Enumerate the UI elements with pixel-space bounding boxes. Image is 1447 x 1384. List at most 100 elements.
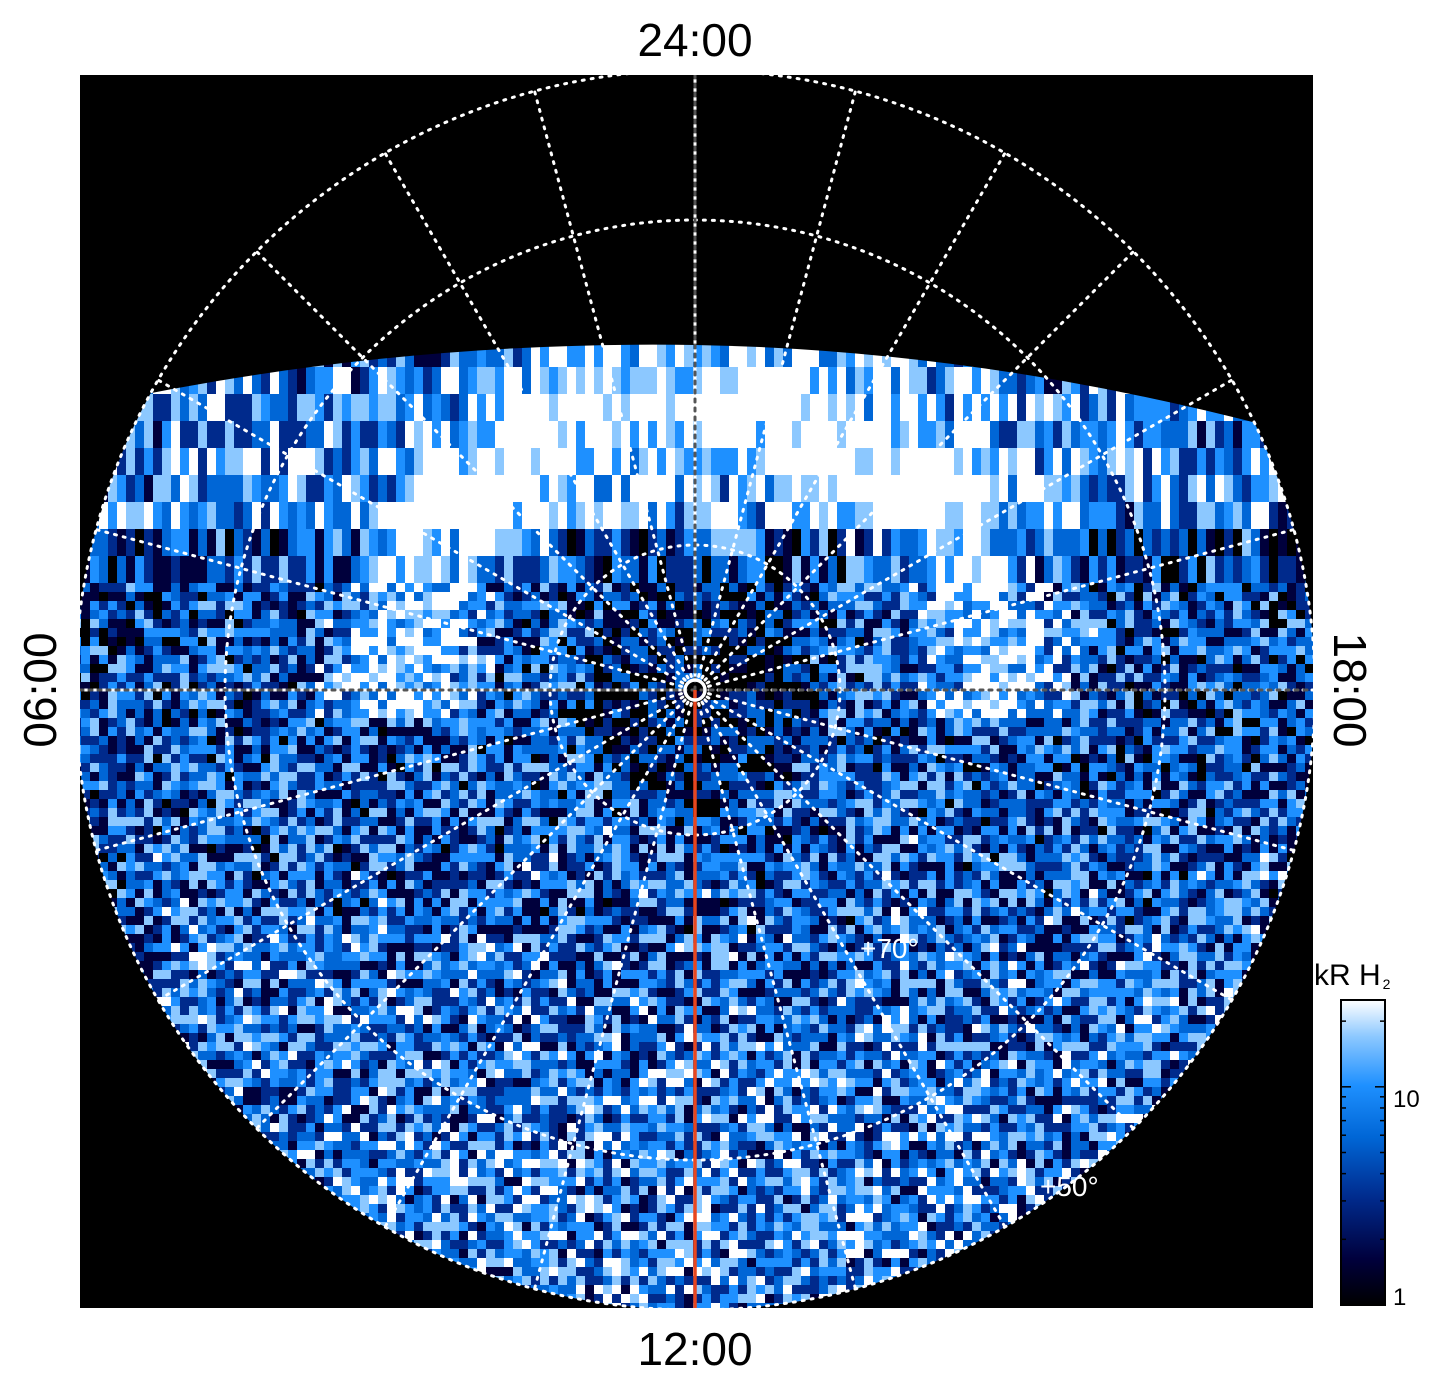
emission-cell (648, 421, 657, 448)
emission-cell (468, 736, 477, 745)
emission-cell (1269, 529, 1278, 556)
emission-cell (675, 601, 684, 610)
emission-cell (792, 367, 801, 394)
emission-cell (288, 754, 297, 763)
emission-cell (441, 808, 450, 817)
emission-cell (783, 394, 792, 421)
emission-cell (90, 709, 99, 718)
emission-cell (864, 655, 873, 664)
emission-cell (918, 619, 927, 628)
emission-cell (1026, 754, 1035, 763)
emission-cell (315, 646, 324, 655)
emission-cell (288, 763, 297, 772)
emission-cell (1188, 394, 1197, 421)
emission-cell (243, 745, 252, 754)
emission-cell (441, 763, 450, 772)
emission-cell (567, 637, 576, 646)
emission-cell (297, 628, 306, 637)
emission-cell (333, 772, 342, 781)
emission-cell (864, 754, 873, 763)
emission-cell (1152, 556, 1161, 583)
emission-cell (279, 763, 288, 772)
emission-cell (954, 691, 963, 700)
emission-cell (873, 448, 882, 475)
emission-cell (459, 421, 468, 448)
emission-cell (1008, 394, 1017, 421)
emission-cell (513, 772, 522, 781)
emission-cell (720, 610, 729, 619)
emission-cell (468, 709, 477, 718)
emission-cell (315, 682, 324, 691)
emission-cell (693, 646, 702, 655)
emission-cell (81, 763, 90, 772)
emission-cell (612, 736, 621, 745)
emission-cell (207, 556, 216, 583)
emission-cell (765, 808, 774, 817)
emission-cell (450, 610, 459, 619)
emission-cell (981, 799, 990, 808)
emission-cell (594, 817, 603, 826)
emission-cell (900, 619, 909, 628)
emission-cell (666, 772, 675, 781)
emission-cell (1170, 700, 1179, 709)
emission-cell (1143, 601, 1152, 610)
emission-cell (153, 655, 162, 664)
emission-cell (882, 700, 891, 709)
emission-cell (351, 394, 360, 421)
emission-cell (423, 529, 432, 556)
emission-cell (675, 592, 684, 601)
emission-cell (1080, 556, 1089, 583)
emission-cell (279, 592, 288, 601)
emission-cell (774, 772, 783, 781)
emission-cell (936, 799, 945, 808)
emission-cell (1152, 619, 1161, 628)
emission-cell (162, 448, 171, 475)
emission-cell (810, 619, 819, 628)
emission-cell (459, 367, 468, 394)
emission-cell (1161, 655, 1170, 664)
emission-cell (342, 799, 351, 808)
emission-cell (693, 637, 702, 646)
emission-cell (80, 646, 81, 655)
emission-cell (1143, 673, 1152, 682)
emission-cell (603, 583, 612, 592)
emission-cell (747, 601, 756, 610)
emission-cell (558, 745, 567, 754)
emission-cell (1242, 655, 1251, 664)
emission-cell (828, 502, 837, 529)
emission-cell (1242, 664, 1251, 673)
emission-cell (216, 700, 225, 709)
emission-cell (1224, 583, 1233, 592)
emission-cell (1044, 502, 1053, 529)
emission-cell (324, 475, 333, 502)
emission-cell (675, 664, 684, 673)
emission-cell (675, 781, 684, 790)
emission-cell (819, 583, 828, 592)
emission-cell (1053, 736, 1062, 745)
emission-cell (999, 727, 1008, 736)
emission-cell (234, 556, 243, 583)
emission-cell (801, 745, 810, 754)
emission-cell (135, 610, 144, 619)
emission-cell (648, 344, 657, 367)
emission-cell (738, 700, 747, 709)
emission-cell (684, 817, 693, 826)
emission-cell (1053, 664, 1062, 673)
emission-cell (540, 601, 549, 610)
emission-cell (522, 799, 531, 808)
emission-cell (594, 592, 603, 601)
emission-cell (1116, 394, 1125, 421)
emission-cell (513, 736, 522, 745)
emission-cell (180, 394, 189, 421)
emission-cell (351, 421, 360, 448)
emission-cell (756, 502, 765, 529)
emission-cell (504, 619, 513, 628)
emission-cell (1089, 475, 1098, 502)
emission-cell (468, 628, 477, 637)
emission-cell (954, 448, 963, 475)
emission-cell (117, 781, 126, 790)
emission-cell (99, 790, 108, 799)
emission-cell (423, 448, 432, 475)
emission-cell (531, 799, 540, 808)
emission-cell (846, 790, 855, 799)
